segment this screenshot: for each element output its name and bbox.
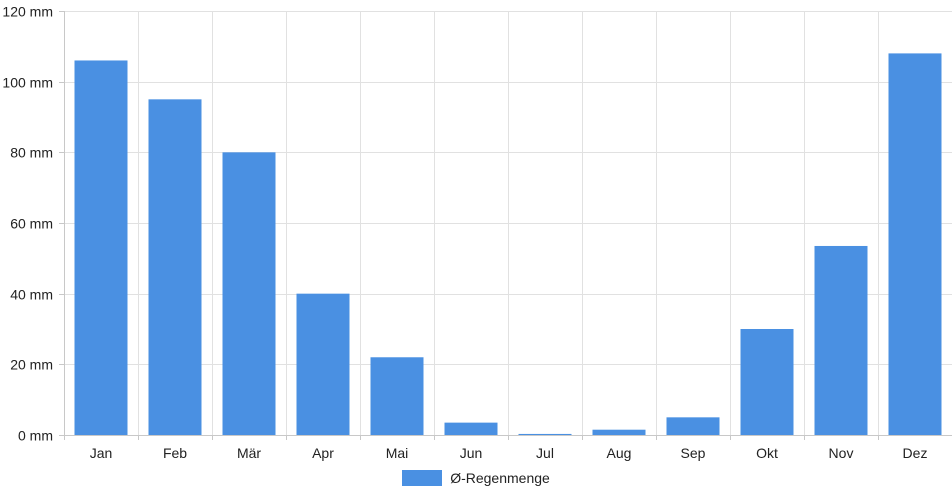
y-tick-label: 20 mm <box>10 357 53 373</box>
x-tick-label: Mär <box>237 445 261 461</box>
bar <box>444 422 498 435</box>
y-tick-label: 0 mm <box>18 428 53 444</box>
x-tick-label: Dez <box>903 445 928 461</box>
y-tick-label: 60 mm <box>10 216 53 232</box>
bar <box>518 433 572 435</box>
bar <box>592 429 646 435</box>
x-tick-label: Apr <box>312 445 334 461</box>
bar <box>222 152 276 436</box>
legend[interactable]: Ø-Regenmenge <box>0 470 952 486</box>
bar <box>814 245 868 435</box>
legend-swatch <box>402 470 443 486</box>
y-tick-label: 120 mm <box>2 4 53 20</box>
y-tick-label: 40 mm <box>10 287 53 303</box>
x-tick-label: Jul <box>536 445 554 461</box>
x-tick-label: Mai <box>386 445 409 461</box>
x-tick-label: Okt <box>756 445 778 461</box>
x-tick-label: Nov <box>829 445 854 461</box>
bar <box>888 53 942 436</box>
bar <box>740 329 794 435</box>
bar <box>296 293 350 435</box>
bar-chart: 0 mm 20 mm 40 mm 60 mm 80 mm 100 mm 120 mm Jan F… <box>2 4 952 461</box>
bar <box>148 99 202 435</box>
x-tick-label: Jun <box>460 445 483 461</box>
y-tick-label: 100 mm <box>2 75 53 91</box>
x-tick-label: Jan <box>90 445 113 461</box>
bar <box>370 357 424 435</box>
bar <box>666 417 720 435</box>
y-tick-label: 80 mm <box>10 145 53 161</box>
bar <box>74 60 128 435</box>
legend-label: Ø-Regenmenge <box>450 470 550 486</box>
x-tick-label: Aug <box>607 445 632 461</box>
x-tick-label: Sep <box>681 445 706 461</box>
x-tick-label: Feb <box>163 445 187 461</box>
